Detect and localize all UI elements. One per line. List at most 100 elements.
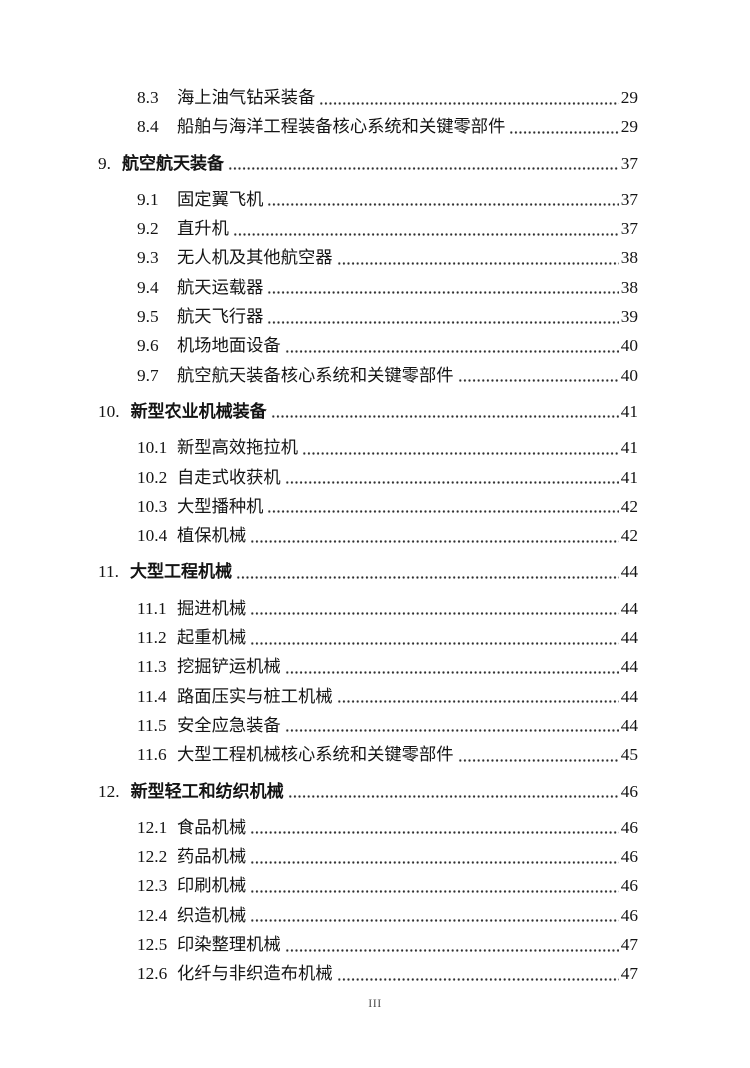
entry-number: 11.2 (137, 628, 167, 648)
leader-dots-icon (284, 710, 619, 741)
entry-page-number: 40 (620, 365, 638, 385)
leader-dots-icon (250, 593, 619, 624)
entry-page-number: 29 (620, 117, 638, 137)
toc-section-entry[interactable]: 12. 新型轻工和纺织机械 46 (98, 776, 638, 806)
entry-title: 植保机械 (177, 526, 247, 546)
toc-entry[interactable]: 11.5 安全应急装备 44 (98, 710, 638, 741)
entry-page-number: 44 (620, 657, 638, 677)
entry-page-number: 38 (620, 277, 638, 297)
entry-title: 海上油气钻采装备 (177, 88, 316, 107)
leader-dots-icon (270, 396, 619, 427)
entry-number: 12. (98, 781, 120, 801)
entry-page-number: 46 (620, 781, 638, 801)
toc-entry[interactable]: 11.6 大型工程机械核心系统和关键零部件 45 (98, 740, 638, 770)
entry-page-number: 42 (620, 526, 638, 546)
entry-page-number: 44 (620, 686, 638, 706)
toc-entry[interactable]: 12.3 印刷机械 46 (98, 871, 638, 901)
entry-number: 9.2 (137, 219, 159, 239)
entry-title: 航空航天装备 (121, 153, 224, 173)
toc-entry[interactable]: 9.4 航天运载器 38 (98, 272, 638, 303)
page-footer: III (0, 994, 750, 1012)
leader-dots-icon (267, 302, 619, 332)
entry-page-number: 40 (620, 336, 638, 356)
toc-entry[interactable]: 12.2 药品机械 46 (98, 842, 638, 872)
entry-number: 11. (98, 562, 119, 582)
entry-number: 12.6 (137, 964, 168, 984)
entry-title: 路面压实与桩工机械 (177, 686, 333, 706)
entry-title: 大型工程机械核心系统和关键零部件 (177, 745, 454, 765)
entry-page-number: 47 (620, 964, 638, 984)
toc-entry[interactable]: 10.3 大型播种机 42 (98, 491, 638, 522)
toc-entry[interactable]: 12.4 织造机械 46 (98, 900, 638, 931)
leader-dots-icon (509, 112, 619, 142)
toc-entry[interactable]: 11.2 起重机械 44 (98, 623, 638, 653)
entry-number: 12.4 (137, 905, 168, 925)
toc-entry[interactable]: 9.2 直升机 37 (98, 214, 638, 244)
entry-title: 固定翼飞机 (177, 189, 264, 209)
toc-section-entry[interactable]: 11. 大型工程机械 44 (98, 557, 638, 587)
toc-entry[interactable]: 11.4 路面压实与桩工机械 44 (98, 681, 638, 711)
toc-entry[interactable]: 10.4 植保机械 42 (98, 521, 638, 551)
entry-title: 船舶与海洋工程装备核心系统和关键零部件 (177, 117, 506, 137)
entry-number: 11.1 (137, 598, 167, 618)
toc-entry[interactable]: 11.3 挖掘铲运机械 44 (98, 652, 638, 682)
entry-title: 航空航天装备核心系统和关键零部件 (177, 365, 454, 385)
entry-title: 机场地面设备 (177, 336, 281, 356)
toc-entry[interactable]: 9.5 航天飞行器 39 (98, 302, 638, 332)
leader-dots-icon (284, 652, 619, 682)
leader-dots-icon (284, 331, 619, 361)
toc-entry[interactable]: 9.7 航空航天装备核心系统和关键零部件 40 (98, 360, 638, 390)
toc-entry[interactable]: 12.5 印染整理机械 47 (98, 930, 638, 960)
entry-page-number: 45 (620, 745, 638, 765)
entry-page-number: 44 (620, 715, 638, 735)
entry-title: 药品机械 (177, 847, 247, 867)
entry-number: 9.5 (137, 307, 159, 327)
entry-title: 掘进机械 (177, 598, 247, 618)
entry-title: 新型轻工和纺织机械 (130, 781, 284, 801)
toc-entry[interactable]: 10.2 自走式收获机 41 (98, 462, 638, 492)
page-number: III (368, 996, 382, 1010)
entry-title: 印刷机械 (177, 876, 247, 896)
entry-title: 航天运载器 (177, 277, 264, 297)
entry-number: 9.3 (137, 248, 159, 268)
entry-page-number: 37 (620, 153, 638, 173)
entry-page-number: 38 (620, 248, 638, 268)
leader-dots-icon (284, 462, 619, 492)
entry-title: 大型播种机 (177, 496, 264, 516)
toc-entry[interactable]: 9.1 固定翼飞机 37 (98, 184, 638, 215)
entry-page-number: 46 (620, 847, 638, 867)
entry-title: 化纤与非织造布机械 (177, 964, 333, 984)
entry-number: 12.2 (137, 847, 168, 867)
toc-entry[interactable]: 10.1 新型高效拖拉机 41 (98, 433, 638, 463)
toc-entry[interactable]: 8.4 船舶与海洋工程装备核心系统和关键零部件 29 (98, 112, 638, 142)
entry-page-number: 37 (620, 189, 638, 209)
toc-entry[interactable]: 8.3 海上油气钻采装备 29 (98, 83, 638, 113)
entry-page-number: 44 (620, 628, 638, 648)
entry-number: 11.6 (137, 745, 167, 765)
entry-page-number: 47 (620, 935, 638, 955)
leader-dots-icon (301, 433, 619, 463)
entry-page-number: 46 (620, 905, 638, 925)
toc-section-entry[interactable]: 10. 新型农业机械装备 41 (98, 396, 638, 427)
toc-entry[interactable]: 9.6 机场地面设备 40 (98, 331, 638, 361)
entry-title: 自走式收获机 (177, 467, 281, 487)
leader-dots-icon (336, 243, 619, 273)
entry-number: 10. (98, 401, 120, 421)
entry-title: 织造机械 (177, 905, 247, 925)
toc-entry[interactable]: 12.1 食品机械 46 (98, 812, 638, 843)
leader-dots-icon (250, 900, 619, 931)
toc-entry[interactable]: 9.3 无人机及其他航空器 38 (98, 243, 638, 273)
leader-dots-icon (336, 681, 619, 711)
toc-section-entry[interactable]: 9. 航空航天装备 37 (98, 148, 638, 178)
toc-entry[interactable]: 11.1 掘进机械 44 (98, 593, 638, 624)
entry-number: 9.1 (137, 189, 159, 209)
entry-number: 8.4 (137, 117, 159, 137)
entry-title: 航天飞行器 (177, 307, 264, 327)
entry-number: 8.3 (137, 88, 159, 107)
leader-dots-icon (267, 491, 619, 522)
entry-number: 9.4 (137, 277, 159, 297)
entry-number: 10.1 (137, 438, 168, 458)
entry-number: 11.3 (137, 657, 167, 677)
entry-number: 11.5 (137, 715, 167, 735)
toc-entry[interactable]: 12.6 化纤与非织造布机械 47 (98, 959, 638, 989)
